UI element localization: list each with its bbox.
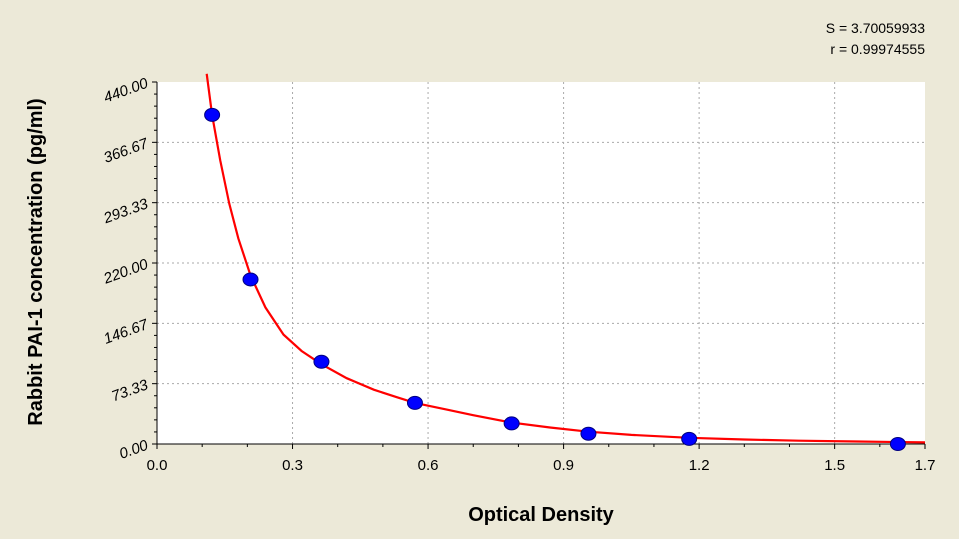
x-tick-label: 1.7 xyxy=(915,457,936,474)
data-point xyxy=(242,272,259,287)
data-point xyxy=(580,426,597,441)
y-tick-label: 293.33 xyxy=(100,195,150,227)
data-point xyxy=(204,107,221,122)
x-tick-label: 1.5 xyxy=(824,457,845,474)
data-point xyxy=(889,437,906,451)
x-tick-label: 0.3 xyxy=(282,457,303,474)
y-tick-label: 146.67 xyxy=(101,316,151,348)
y-tick-label: 73.33 xyxy=(109,376,151,405)
data-point xyxy=(503,416,520,431)
stat-r-value: r = 0.99974555 xyxy=(830,41,925,57)
x-tick-label: 0.9 xyxy=(553,457,574,474)
x-tick-label: 0.0 xyxy=(147,457,168,474)
x-axis-label: Optical Density xyxy=(468,504,614,526)
x-ticks: 0.0 0.3 0.6 0.9 1.2 1.5 1.7 xyxy=(147,444,936,474)
x-tick-label: 0.6 xyxy=(418,457,439,474)
data-point xyxy=(406,395,423,410)
y-tick-label: 440.00 xyxy=(101,75,151,107)
y-tick-label: 366.67 xyxy=(101,135,151,167)
y-tick-label: 220.00 xyxy=(100,256,150,288)
data-points-group xyxy=(204,107,906,451)
stat-s-value: S = 3.70059933 xyxy=(825,20,925,36)
data-point xyxy=(313,354,330,369)
data-point xyxy=(681,431,698,446)
x-tick-label: 1.2 xyxy=(689,457,710,474)
y-axis-label: Rabbit PAI-1 concentration (pg/ml) xyxy=(25,98,47,425)
gridlines xyxy=(157,82,925,444)
